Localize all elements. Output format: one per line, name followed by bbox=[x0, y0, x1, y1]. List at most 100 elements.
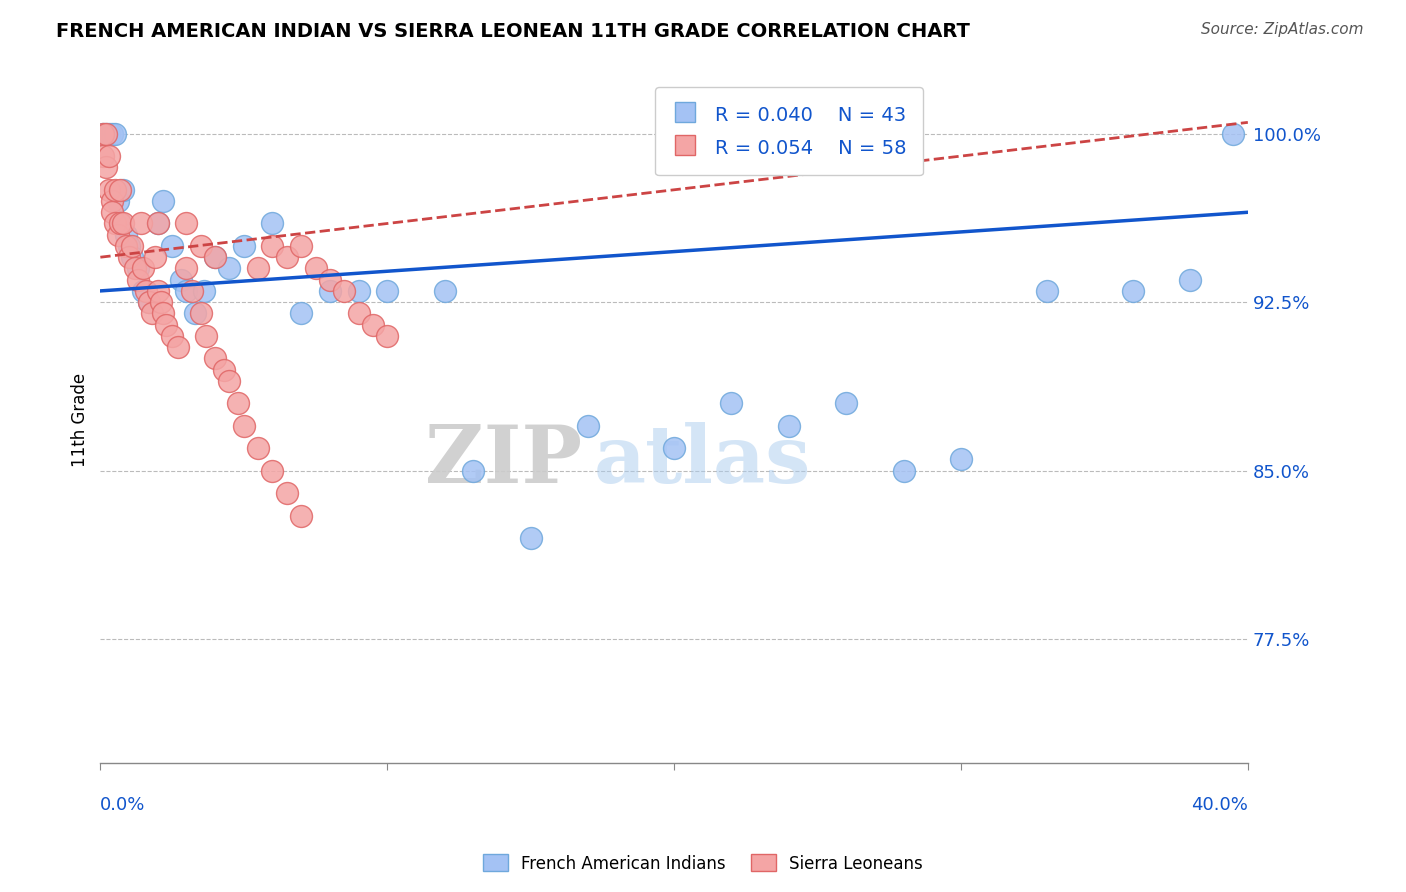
Point bbox=[160, 239, 183, 253]
Point bbox=[132, 261, 155, 276]
Point bbox=[720, 396, 742, 410]
Point bbox=[1122, 284, 1144, 298]
Point bbox=[104, 183, 127, 197]
Point bbox=[94, 127, 117, 141]
Text: FRENCH AMERICAN INDIAN VS SIERRA LEONEAN 11TH GRADE CORRELATION CHART: FRENCH AMERICAN INDIAN VS SIERRA LEONEAN… bbox=[56, 22, 970, 41]
Point bbox=[97, 183, 120, 197]
Point bbox=[190, 239, 212, 253]
Point bbox=[204, 351, 226, 366]
Point bbox=[347, 284, 370, 298]
Point bbox=[107, 194, 129, 208]
Point bbox=[290, 239, 312, 253]
Point bbox=[226, 396, 249, 410]
Y-axis label: 11th Grade: 11th Grade bbox=[72, 373, 89, 467]
Point bbox=[576, 418, 599, 433]
Text: 40.0%: 40.0% bbox=[1191, 797, 1249, 814]
Point bbox=[778, 418, 800, 433]
Point bbox=[91, 127, 114, 141]
Point bbox=[155, 318, 177, 332]
Point bbox=[333, 284, 356, 298]
Text: atlas: atlas bbox=[593, 422, 811, 500]
Point bbox=[112, 183, 135, 197]
Point bbox=[184, 306, 207, 320]
Point bbox=[94, 161, 117, 175]
Text: Source: ZipAtlas.com: Source: ZipAtlas.com bbox=[1201, 22, 1364, 37]
Point bbox=[152, 306, 174, 320]
Point bbox=[463, 464, 485, 478]
Point bbox=[146, 217, 169, 231]
Legend: French American Indians, Sierra Leoneans: French American Indians, Sierra Leoneans bbox=[477, 847, 929, 880]
Point bbox=[218, 261, 240, 276]
Point bbox=[127, 273, 149, 287]
Point bbox=[166, 340, 188, 354]
Point bbox=[121, 250, 143, 264]
Point bbox=[262, 239, 284, 253]
Point bbox=[135, 284, 157, 298]
Point bbox=[146, 217, 169, 231]
Point bbox=[304, 261, 326, 276]
Point bbox=[893, 464, 915, 478]
Point bbox=[375, 284, 398, 298]
Point bbox=[107, 227, 129, 242]
Point bbox=[101, 194, 124, 208]
Point bbox=[290, 306, 312, 320]
Point bbox=[232, 418, 254, 433]
Point bbox=[218, 374, 240, 388]
Point bbox=[319, 284, 342, 298]
Point bbox=[115, 239, 138, 253]
Point bbox=[91, 149, 114, 163]
Point bbox=[104, 217, 127, 231]
Point bbox=[170, 273, 193, 287]
Point bbox=[121, 239, 143, 253]
Point bbox=[143, 250, 166, 264]
Text: 0.0%: 0.0% bbox=[100, 797, 146, 814]
Point bbox=[262, 217, 284, 231]
Point bbox=[101, 205, 124, 219]
Point bbox=[97, 127, 120, 141]
Point bbox=[519, 531, 541, 545]
Point bbox=[949, 452, 972, 467]
Point bbox=[835, 396, 858, 410]
Point bbox=[160, 329, 183, 343]
Point bbox=[110, 183, 132, 197]
Point bbox=[247, 441, 270, 455]
Point bbox=[91, 127, 114, 141]
Point bbox=[375, 329, 398, 343]
Point bbox=[176, 261, 198, 276]
Point bbox=[138, 295, 160, 310]
Point bbox=[247, 261, 270, 276]
Point bbox=[347, 306, 370, 320]
Point bbox=[361, 318, 384, 332]
Point bbox=[104, 127, 127, 141]
Point bbox=[433, 284, 456, 298]
Point bbox=[232, 239, 254, 253]
Point bbox=[124, 261, 146, 276]
Point bbox=[662, 441, 685, 455]
Point bbox=[146, 284, 169, 298]
Legend: R = 0.040    N = 43, R = 0.054    N = 58: R = 0.040 N = 43, R = 0.054 N = 58 bbox=[655, 87, 922, 176]
Point bbox=[262, 464, 284, 478]
Point bbox=[110, 217, 132, 231]
Point bbox=[204, 250, 226, 264]
Point bbox=[193, 284, 215, 298]
Point bbox=[276, 250, 298, 264]
Point bbox=[94, 127, 117, 141]
Point bbox=[195, 329, 218, 343]
Point bbox=[152, 194, 174, 208]
Point bbox=[141, 306, 163, 320]
Point bbox=[1036, 284, 1059, 298]
Point bbox=[1180, 273, 1202, 287]
Point bbox=[290, 508, 312, 523]
Point bbox=[212, 362, 235, 376]
Point bbox=[1222, 127, 1244, 141]
Point bbox=[176, 284, 198, 298]
Point bbox=[118, 239, 141, 253]
Point bbox=[190, 306, 212, 320]
Point bbox=[181, 284, 204, 298]
Point bbox=[319, 273, 342, 287]
Point bbox=[115, 227, 138, 242]
Text: ZIP: ZIP bbox=[425, 422, 582, 500]
Point bbox=[129, 217, 152, 231]
Point bbox=[97, 149, 120, 163]
Point bbox=[149, 295, 172, 310]
